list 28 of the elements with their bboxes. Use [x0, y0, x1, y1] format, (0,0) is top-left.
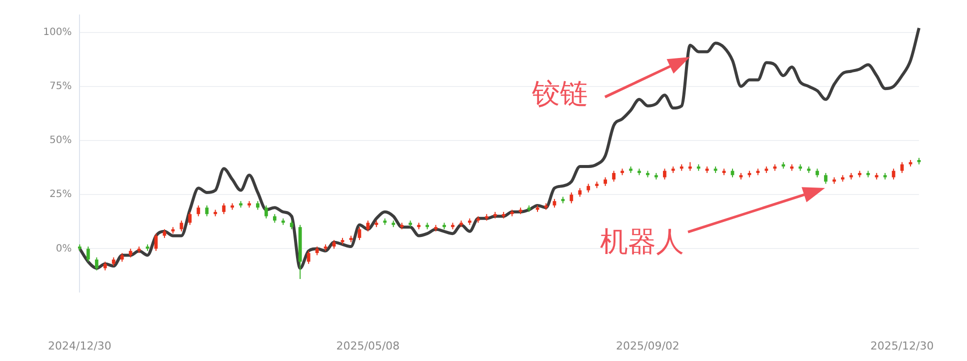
series-label: 机器人 [600, 225, 684, 258]
candlestick [366, 220, 370, 232]
candlestick [264, 204, 268, 219]
series-label: 铰链 [532, 77, 588, 110]
candlestick [824, 172, 828, 184]
candlestick [205, 204, 209, 217]
y-tick-label: 0% [56, 243, 72, 254]
candlestick [86, 246, 90, 262]
candlestick [196, 204, 200, 217]
x-tick-label: 2025/12/30 [870, 339, 934, 352]
candlestick [188, 211, 192, 226]
x-tick-label: 2025/09/02 [616, 339, 680, 352]
line-series [78, 26, 920, 270]
candlestick [892, 168, 896, 180]
candlestick [570, 192, 574, 204]
candlestick [222, 202, 226, 215]
y-tick-label: 100% [43, 26, 72, 38]
candlestick [306, 250, 310, 264]
candlestick [180, 220, 184, 232]
candlestick [358, 226, 362, 241]
y-tick-label: 50% [49, 135, 72, 146]
y-tick-label: 25% [49, 189, 72, 200]
candlestick [94, 256, 98, 271]
y-tick-label: 75% [49, 81, 72, 92]
x-tick-label: 2024/12/30 [48, 339, 112, 352]
candlestick [612, 170, 616, 182]
candlestick [662, 168, 666, 180]
x-tick-label: 2025/05/08 [336, 339, 400, 352]
